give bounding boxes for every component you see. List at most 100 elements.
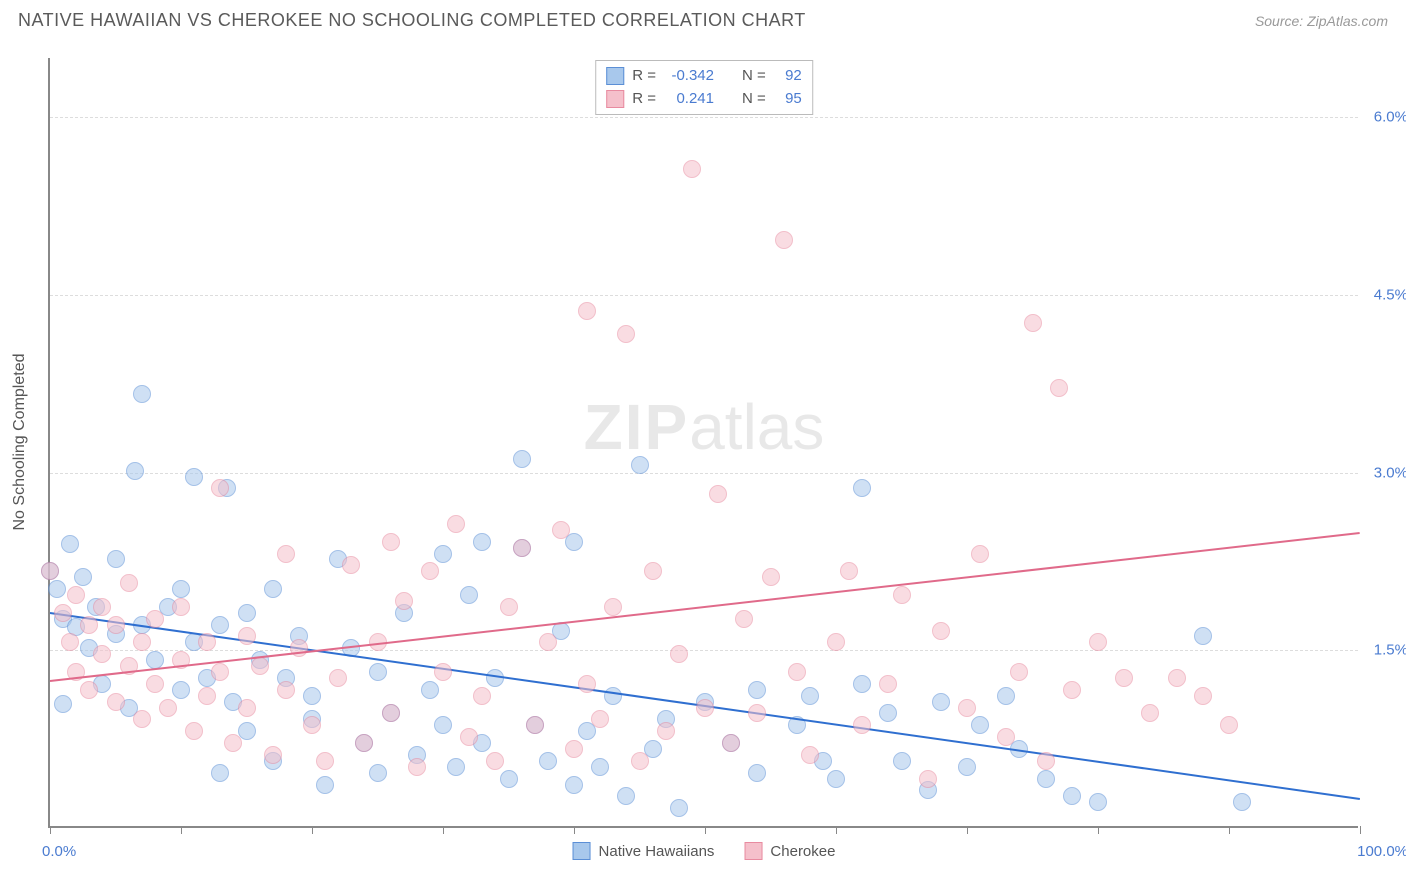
x-tick (50, 826, 51, 834)
data-point (395, 592, 413, 610)
data-point (93, 598, 111, 616)
x-tick (443, 826, 444, 834)
data-point (107, 550, 125, 568)
data-point (146, 675, 164, 693)
gridline (50, 295, 1358, 296)
data-point (748, 681, 766, 699)
data-point (460, 586, 478, 604)
data-point (303, 716, 321, 734)
data-point (107, 693, 125, 711)
data-point (1089, 793, 1107, 811)
data-point (513, 450, 531, 468)
chart-title: NATIVE HAWAIIAN VS CHEROKEE NO SCHOOLING… (18, 10, 806, 31)
data-point (879, 675, 897, 693)
data-point (997, 687, 1015, 705)
data-point (657, 722, 675, 740)
data-point (762, 568, 780, 586)
y-axis-title: No Schooling Completed (11, 354, 29, 531)
watermark: ZIPatlas (584, 390, 825, 464)
data-point (54, 604, 72, 622)
data-point (1010, 663, 1028, 681)
n-label: N = (742, 65, 766, 88)
data-point (41, 562, 59, 580)
x-tick (574, 826, 575, 834)
x-axis-min-label: 0.0% (42, 843, 76, 860)
y-tick-label: 1.5% (1363, 642, 1406, 659)
r-value: 0.241 (664, 88, 714, 111)
data-point (107, 616, 125, 634)
data-point (1037, 770, 1055, 788)
data-point (447, 515, 465, 533)
data-point (54, 695, 72, 713)
r-value: -0.342 (664, 65, 714, 88)
data-point (61, 535, 79, 553)
correlation-chart: No Schooling Completed ZIPatlas 0.0% 100… (48, 58, 1358, 828)
legend-swatch (744, 842, 762, 860)
data-point (853, 675, 871, 693)
data-point (421, 562, 439, 580)
source-label: Source: ZipAtlas.com (1255, 13, 1388, 29)
legend-swatch (606, 67, 624, 85)
data-point (447, 758, 465, 776)
data-point (238, 604, 256, 622)
data-point (224, 734, 242, 752)
data-point (748, 764, 766, 782)
data-point (382, 704, 400, 722)
data-point (1050, 379, 1068, 397)
data-point (1194, 627, 1212, 645)
data-point (801, 687, 819, 705)
data-point (775, 231, 793, 249)
data-point (500, 770, 518, 788)
data-point (251, 657, 269, 675)
legend-item: Native Hawaiians (573, 842, 715, 860)
data-point (316, 776, 334, 794)
data-point (1168, 669, 1186, 687)
data-point (552, 521, 570, 539)
data-point (683, 160, 701, 178)
r-label: R = (632, 65, 656, 88)
data-point (958, 758, 976, 776)
data-point (958, 699, 976, 717)
data-point (211, 616, 229, 634)
data-point (591, 758, 609, 776)
data-point (185, 722, 203, 740)
data-point (434, 716, 452, 734)
x-tick (1098, 826, 1099, 834)
data-point (329, 669, 347, 687)
data-point (604, 687, 622, 705)
data-point (434, 545, 452, 563)
data-point (1063, 681, 1081, 699)
correlation-legend: R =-0.342N =92R =0.241N =95 (595, 60, 813, 115)
r-label: R = (632, 88, 656, 111)
data-point (696, 699, 714, 717)
data-point (932, 693, 950, 711)
data-point (670, 799, 688, 817)
data-point (840, 562, 858, 580)
data-point (1115, 669, 1133, 687)
data-point (421, 681, 439, 699)
data-point (971, 545, 989, 563)
data-point (434, 663, 452, 681)
data-point (604, 598, 622, 616)
gridline (50, 650, 1358, 651)
data-point (460, 728, 478, 746)
data-point (120, 574, 138, 592)
data-point (172, 598, 190, 616)
data-point (211, 663, 229, 681)
data-point (853, 716, 871, 734)
data-point (355, 734, 373, 752)
data-point (631, 456, 649, 474)
data-point (238, 627, 256, 645)
legend-row: R =-0.342N =92 (606, 65, 802, 88)
data-point (303, 687, 321, 705)
y-tick-label: 6.0% (1363, 109, 1406, 126)
data-point (172, 580, 190, 598)
data-point (971, 716, 989, 734)
x-tick (705, 826, 706, 834)
n-label: N = (742, 88, 766, 111)
data-point (198, 687, 216, 705)
data-point (238, 699, 256, 717)
x-tick (967, 826, 968, 834)
series-legend: Native HawaiiansCherokee (573, 842, 836, 860)
data-point (526, 716, 544, 734)
